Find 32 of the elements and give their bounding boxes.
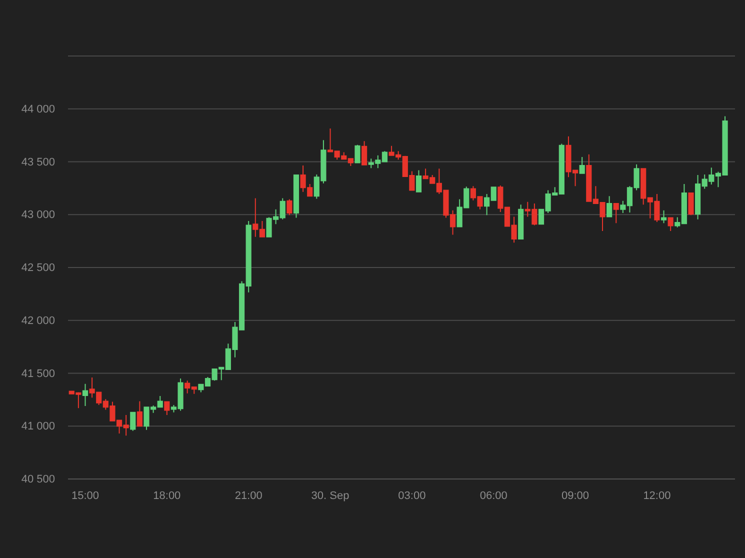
candlestick [660, 210, 667, 224]
y-tick-label: 42 500 [21, 262, 55, 274]
y-tick-label: 43 000 [21, 209, 55, 222]
x-tick-label: 06:00 [480, 490, 508, 502]
candlestick [688, 192, 694, 216]
candlestick [286, 198, 292, 216]
candlestick [82, 383, 88, 407]
candlestick [361, 140, 368, 166]
candlestick [136, 400, 142, 427]
y-tick-label: 44 000 [21, 103, 55, 116]
x-tick-label: 21:00 [234, 490, 262, 502]
candlestick [606, 196, 612, 218]
x-tick-label: 09:00 [562, 490, 590, 502]
x-tick-label: 15:00 [71, 490, 100, 502]
y-tick-label: 43 500 [21, 156, 55, 168]
x-tick-label: 18:00 [153, 490, 181, 502]
y-tick-label: 42 000 [21, 314, 55, 327]
candlestick [130, 411, 136, 432]
candlestick [164, 401, 170, 416]
candlestick [668, 217, 674, 232]
y-tick-label: 40 500 [21, 474, 55, 486]
candlestick [579, 156, 585, 174]
x-tick-label: 12:00 [643, 490, 671, 502]
x-tick-label: 30. Sep [311, 490, 350, 502]
x-tick-label: 03:00 [398, 490, 426, 502]
candlestick [354, 144, 360, 164]
candlestick [293, 174, 300, 218]
y-tick-label: 41 500 [21, 368, 55, 380]
candlestick [518, 204, 524, 240]
y-tick-label: 41 000 [21, 420, 55, 433]
candlestick [416, 170, 422, 193]
candlestick [613, 203, 619, 224]
